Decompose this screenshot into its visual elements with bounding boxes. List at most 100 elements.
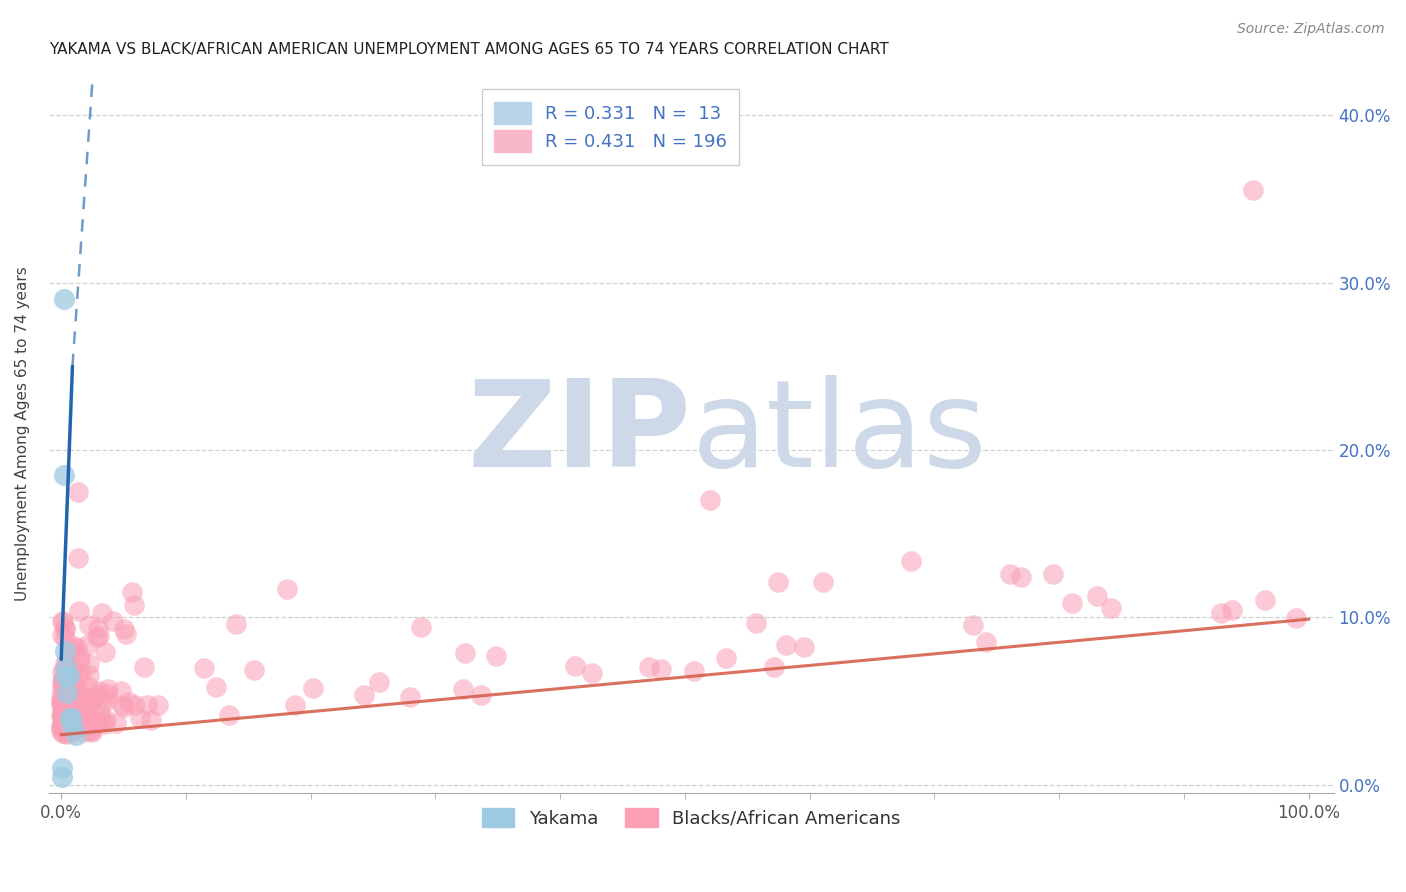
Point <box>52 692 75 706</box>
Point <box>51 703 73 717</box>
Point <box>51 682 73 697</box>
Point <box>60 670 83 684</box>
Point <box>96 687 118 701</box>
Point <box>53 621 76 635</box>
Point <box>714 650 737 665</box>
Point <box>73 717 96 731</box>
Point <box>60 701 83 715</box>
Point <box>56 672 79 686</box>
Point <box>1099 601 1122 615</box>
Point <box>115 626 138 640</box>
Point <box>69 665 91 680</box>
Point <box>62 719 84 733</box>
Point <box>453 681 475 696</box>
Point <box>62 720 84 734</box>
Point <box>82 693 104 707</box>
Point <box>59 711 82 725</box>
Point <box>77 702 100 716</box>
Point <box>75 694 97 708</box>
Point <box>564 659 586 673</box>
Point <box>52 719 75 733</box>
Point <box>58 719 80 733</box>
Point <box>699 493 721 508</box>
Point <box>112 699 135 714</box>
Point <box>52 706 75 720</box>
Point <box>243 664 266 678</box>
Point <box>51 706 73 721</box>
Text: ZIP: ZIP <box>467 375 692 491</box>
Point <box>974 634 997 648</box>
Point <box>55 661 77 675</box>
Point <box>301 681 323 695</box>
Point <box>55 631 77 645</box>
Point <box>683 664 706 678</box>
Point <box>52 698 75 713</box>
Point <box>962 618 984 632</box>
Point <box>650 662 672 676</box>
Point <box>90 714 112 728</box>
Point <box>51 719 73 733</box>
Point <box>51 697 73 711</box>
Point <box>51 718 73 732</box>
Point <box>56 723 79 737</box>
Point <box>62 677 84 691</box>
Text: YAKAMA VS BLACK/AFRICAN AMERICAN UNEMPLOYMENT AMONG AGES 65 TO 74 YEARS CORRELAT: YAKAMA VS BLACK/AFRICAN AMERICAN UNEMPLO… <box>49 42 889 57</box>
Point <box>218 708 240 723</box>
Point <box>52 614 75 628</box>
Point <box>89 707 111 722</box>
Point <box>86 714 108 729</box>
Point <box>94 713 117 727</box>
Point <box>59 701 82 715</box>
Point <box>89 683 111 698</box>
Point <box>51 695 73 709</box>
Point <box>638 660 661 674</box>
Point <box>56 684 79 698</box>
Point <box>51 706 73 721</box>
Point <box>66 550 89 565</box>
Point <box>87 621 110 635</box>
Point <box>63 720 86 734</box>
Point <box>105 715 128 730</box>
Point <box>60 687 83 701</box>
Point <box>55 706 77 720</box>
Point <box>55 684 77 698</box>
Point <box>63 690 86 704</box>
Point <box>69 649 91 664</box>
Point <box>56 722 79 736</box>
Point <box>72 706 94 720</box>
Point <box>193 660 215 674</box>
Point <box>69 719 91 733</box>
Point <box>103 614 125 628</box>
Point <box>84 717 107 731</box>
Point <box>225 617 247 632</box>
Point <box>67 684 90 698</box>
Point <box>67 604 90 618</box>
Point <box>52 691 75 706</box>
Point <box>112 622 135 636</box>
Point <box>60 701 83 715</box>
Point <box>276 582 298 597</box>
Point <box>51 673 73 688</box>
Point <box>52 702 75 716</box>
Point <box>1087 590 1109 604</box>
Point <box>63 681 86 695</box>
Point <box>70 714 93 728</box>
Point <box>146 698 169 713</box>
Point <box>79 714 101 728</box>
Point <box>111 698 134 712</box>
Point <box>1285 610 1308 624</box>
Point <box>121 585 143 599</box>
Point <box>97 682 120 697</box>
Point <box>485 649 508 664</box>
Point <box>59 712 82 726</box>
Point <box>79 723 101 737</box>
Point <box>134 659 156 673</box>
Point <box>55 716 77 731</box>
Point <box>87 629 110 643</box>
Point <box>55 660 77 674</box>
Point <box>80 723 103 738</box>
Point <box>51 665 73 679</box>
Point <box>124 698 146 713</box>
Point <box>775 639 797 653</box>
Point <box>79 618 101 632</box>
